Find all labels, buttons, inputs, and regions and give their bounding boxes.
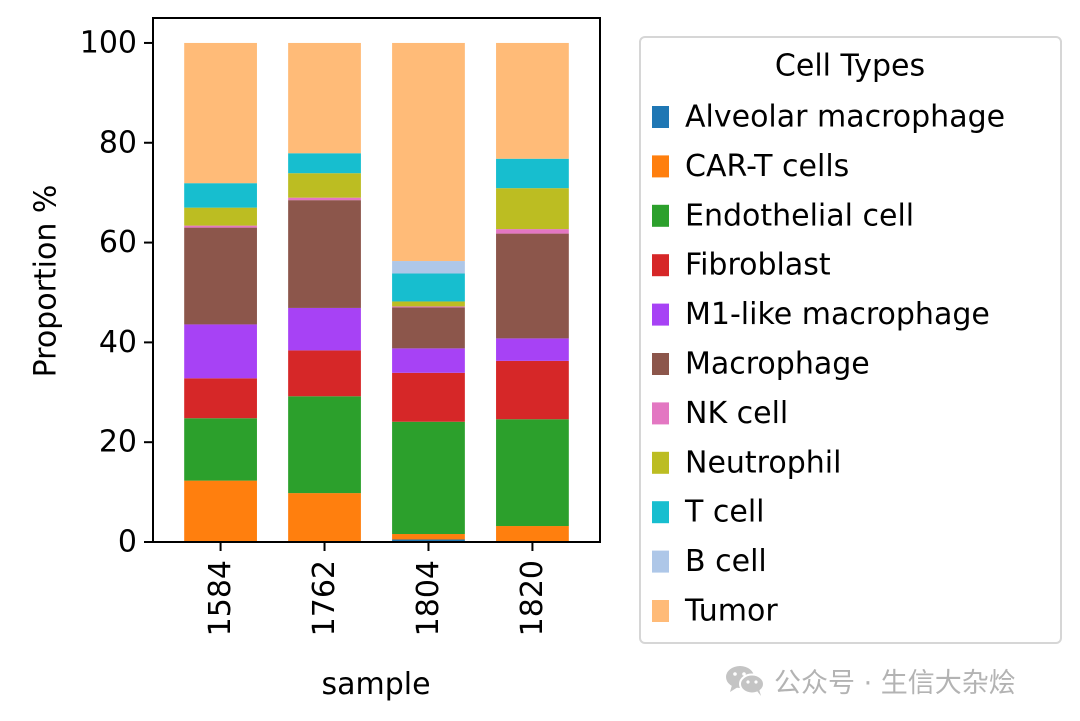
- y-tick-label: 0: [118, 525, 137, 560]
- y-tick-label: 100: [80, 25, 137, 60]
- legend-label: Fibroblast: [685, 248, 831, 283]
- bar-segment: [496, 360, 569, 420]
- bar-segment: [184, 324, 257, 379]
- legend-label: Neutrophil: [685, 445, 841, 480]
- bar-segment: [392, 301, 465, 307]
- bar-segment: [288, 396, 361, 494]
- x-tick-label: 1804: [411, 560, 446, 636]
- watermark: 公众号 · 生信大杂烩: [724, 662, 1016, 699]
- y-tick-label: 80: [99, 125, 137, 160]
- legend-swatch: [652, 402, 669, 425]
- bar-segment: [496, 188, 569, 230]
- bar-segment: [184, 207, 257, 226]
- legend-swatch: [652, 204, 669, 227]
- bar-segment: [392, 261, 465, 274]
- legend-label: Alveolar macrophage: [685, 100, 1005, 135]
- bar-segment: [184, 227, 257, 325]
- bar-segment: [184, 378, 257, 419]
- plot-frame: [152, 17, 601, 543]
- bars-group: [184, 42, 569, 542]
- legend-swatch: [652, 155, 669, 178]
- bar-segment: [496, 338, 569, 361]
- x-tick-label: 1584: [203, 560, 238, 636]
- bar-segment: [392, 273, 465, 302]
- y-tick-label: 40: [99, 325, 137, 360]
- bar-segment: [496, 158, 569, 189]
- bar-segment: [288, 153, 361, 174]
- legend-title: Cell Types: [775, 49, 925, 84]
- legend-items: Alveolar macrophage CAR-T cells Endothelia…: [652, 100, 1005, 629]
- legend-swatch: [652, 600, 669, 622]
- bar-segment: [184, 480, 257, 542]
- bar-segment: [288, 197, 361, 201]
- watermark-text: 公众号 · 生信大杂烩: [774, 667, 1016, 699]
- x-tick-label: 1820: [515, 560, 550, 636]
- legend-label: B cell: [685, 544, 767, 579]
- y-axis-label: Proportion %: [29, 185, 64, 378]
- bar-segment: [392, 372, 465, 422]
- bar-segment: [184, 42, 257, 184]
- legend-label: Tumor: [684, 594, 778, 629]
- legend-label: Endothelial cell: [685, 198, 914, 233]
- x-axis: 1584 1762 1804 1820: [203, 542, 550, 636]
- bar-segment: [288, 173, 361, 198]
- bar-segment: [288, 493, 361, 542]
- bar-segment: [496, 419, 569, 527]
- x-tick-label: 1762: [307, 560, 342, 636]
- legend-label: T cell: [684, 495, 764, 530]
- legend-swatch: [652, 501, 669, 524]
- legend: Cell Types Alveolar macrophage CAR-T cell…: [639, 36, 1062, 644]
- legend-label: NK cell: [685, 396, 788, 431]
- legend-swatch: [652, 353, 669, 375]
- bar-segment: [288, 307, 361, 351]
- bar-segment: [392, 307, 465, 349]
- bar-segment: [392, 421, 465, 535]
- bar-segment: [496, 233, 569, 339]
- legend-swatch: [652, 254, 669, 277]
- bar-segment: [392, 534, 465, 540]
- legend-frame: [639, 36, 1062, 644]
- bar-segment: [184, 418, 257, 481]
- bar-segment: [288, 350, 361, 397]
- legend-swatch: [652, 303, 669, 326]
- bar-segment: [392, 42, 465, 262]
- legend-swatch: [652, 106, 669, 128]
- legend-swatch: [652, 451, 669, 474]
- bar-segment: [392, 539, 465, 542]
- bar-segment: [496, 42, 569, 159]
- bar-segment: [496, 526, 569, 542]
- y-tick-label: 60: [99, 225, 137, 260]
- legend-label: Macrophage: [685, 347, 870, 382]
- bar-segment: [184, 183, 257, 208]
- wechat-icon: [726, 666, 765, 696]
- bar-segment: [288, 42, 361, 154]
- bar-segment: [392, 306, 465, 308]
- bar-segment: [184, 225, 257, 228]
- y-tick-label: 20: [99, 425, 137, 460]
- x-axis-label: sample: [321, 667, 430, 702]
- legend-label: M1-like macrophage: [685, 297, 990, 332]
- bar-segment: [288, 200, 361, 308]
- legend-swatch: [652, 550, 669, 573]
- bar-segment: [496, 229, 569, 234]
- y-axis: 0 20 40 60 80 100: [80, 25, 153, 560]
- bar-segment: [392, 348, 465, 373]
- legend-label: CAR-T cells: [685, 149, 849, 184]
